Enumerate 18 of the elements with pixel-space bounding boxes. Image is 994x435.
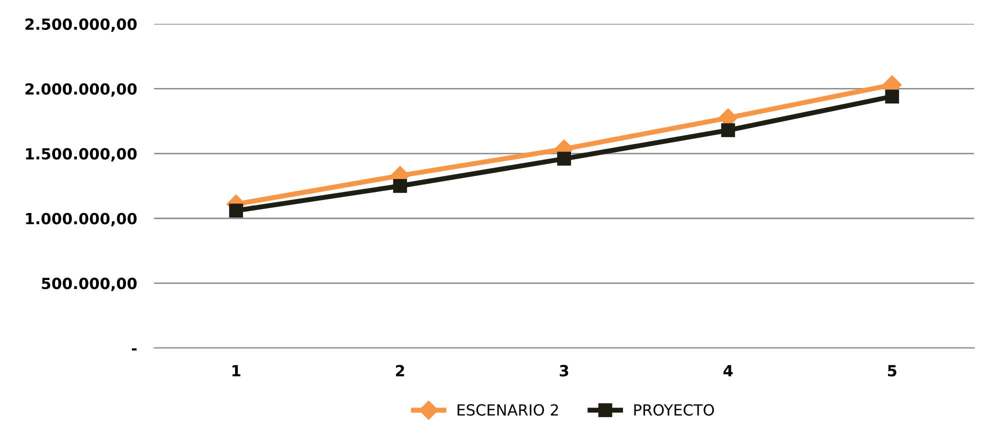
x-tick-label: 4 [723,365,733,376]
y-tick-label: 500.000,00 [42,278,137,292]
legend-label: PROYECTO [634,404,714,416]
point [393,179,408,193]
point [885,90,900,104]
point [557,152,572,166]
point [721,123,736,138]
y-tick-label: 1.000.000,00 [26,212,137,226]
legend-label: ESCENARIO 2 [458,404,558,416]
x-tick-label: 3 [560,364,568,376]
y-tick-label: 2.500.000,00 [26,18,137,32]
y-tick-label: 2.000.000,00 [26,83,137,97]
y-tick-label: 1.500.000,00 [26,148,137,162]
point [229,204,244,218]
x-tick-label: 5 [888,365,896,376]
y-tick-label: - [132,348,137,350]
x-tick-label: 1 [232,365,240,376]
x-tick-label: 2 [396,364,404,376]
